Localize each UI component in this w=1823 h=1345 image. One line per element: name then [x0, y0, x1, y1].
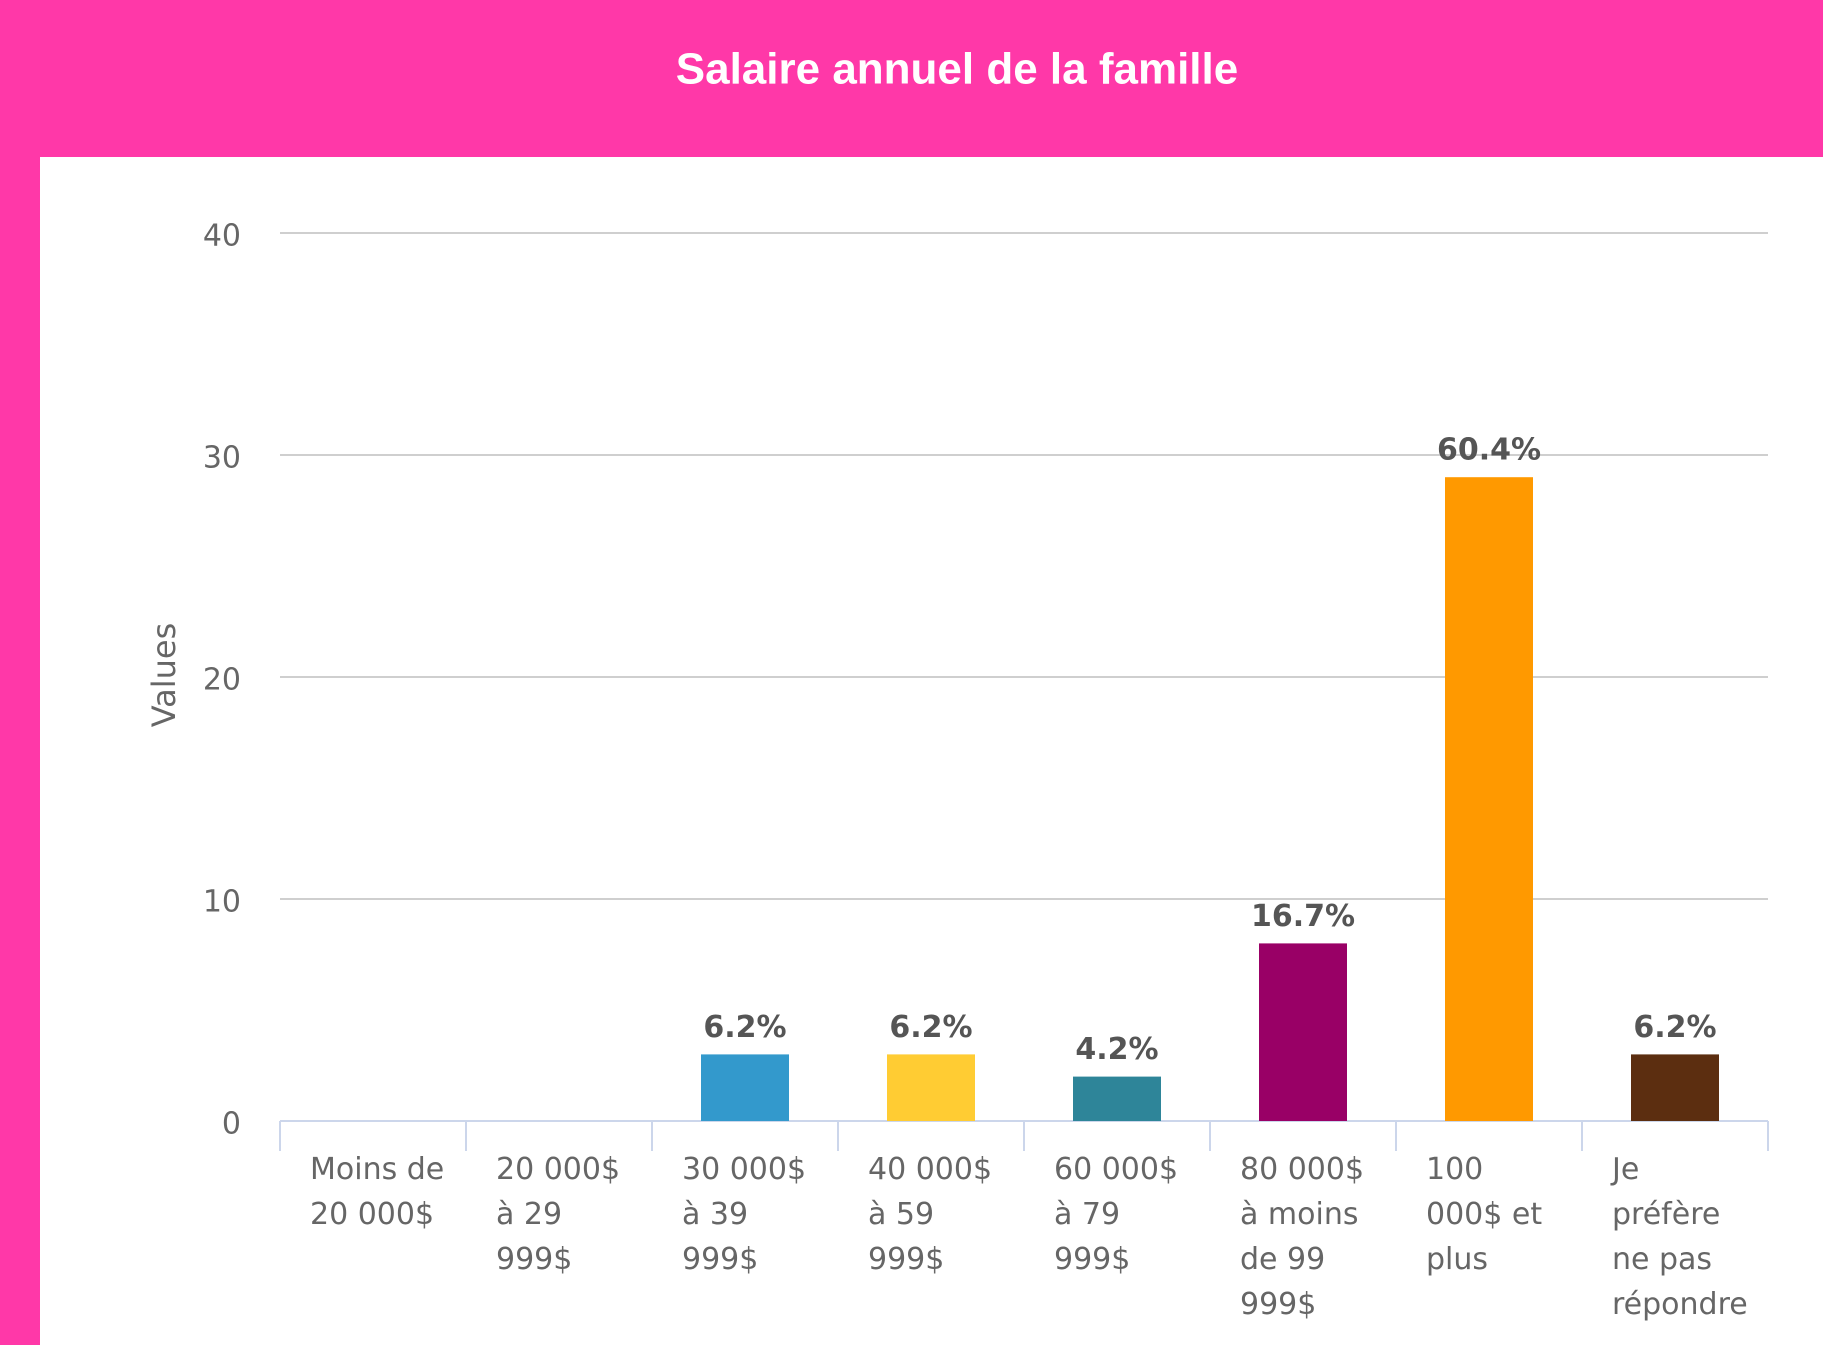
bar — [701, 1054, 789, 1121]
y-tick-label: 0 — [222, 1107, 241, 1142]
x-tick-label: 100 000$ et plus — [1426, 1152, 1543, 1277]
data-label: 60.4% — [1437, 433, 1541, 468]
y-tick-label: 10 — [203, 885, 241, 920]
chart-title: Salaire annuel de la famille — [676, 45, 1238, 94]
bar — [1445, 477, 1533, 1121]
bar — [1631, 1054, 1719, 1121]
data-label: 6.2% — [703, 1010, 786, 1045]
x-tick-label: 60 000$ à 79 999$ — [1054, 1152, 1179, 1277]
x-tick-label: Moins de 20 000$ — [310, 1152, 445, 1232]
x-tick-label: 80 000$ à moins de 99 999$ — [1240, 1152, 1365, 1322]
bar — [1073, 1076, 1161, 1121]
x-tick-label: 20 000$ à 29 999$ — [496, 1152, 621, 1277]
data-label: 16.7% — [1251, 899, 1355, 934]
y-tick-label: 40 — [203, 219, 241, 254]
bar — [1259, 943, 1347, 1121]
x-tick-label: 30 000$ à 39 999$ — [682, 1152, 807, 1277]
y-tick-label: 20 — [203, 663, 241, 698]
x-tick-label: Je préfère ne pas répondre — [1612, 1152, 1748, 1322]
data-label: 6.2% — [1633, 1010, 1716, 1045]
bar — [887, 1054, 975, 1121]
data-label: 6.2% — [889, 1010, 972, 1045]
x-tick-label: 40 000$ à 59 999$ — [868, 1152, 993, 1277]
y-tick-label: 30 — [203, 441, 241, 476]
data-label: 4.2% — [1075, 1032, 1158, 1067]
y-axis-title: Values — [145, 623, 183, 728]
